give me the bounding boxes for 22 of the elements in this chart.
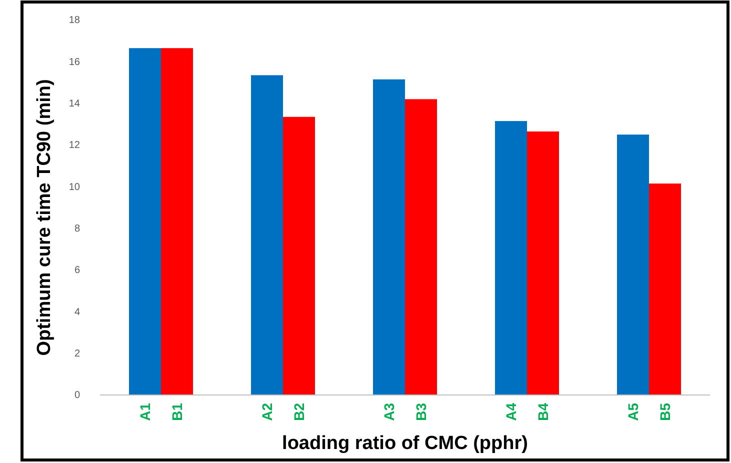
x-tick-label: A1 xyxy=(137,402,153,421)
y-tick-label: 10 xyxy=(68,182,80,193)
x-axis-title: loading ratio of CMC (pphr) xyxy=(282,433,528,454)
x-tick-label: A2 xyxy=(259,402,275,421)
x-tick-label: B5 xyxy=(657,402,673,421)
x-tick-label: A4 xyxy=(503,402,519,421)
y-tick-label: 14 xyxy=(68,98,80,110)
y-tick-label: 0 xyxy=(74,390,80,402)
y-tick-label: 8 xyxy=(74,224,80,235)
y-tick-label: 18 xyxy=(68,15,80,26)
x-tick-label: B2 xyxy=(291,402,307,421)
x-tick-label: B3 xyxy=(413,402,429,421)
x-tick-label: B4 xyxy=(535,402,551,421)
y-tick-label: 4 xyxy=(74,306,80,318)
y-tick-label: 16 xyxy=(68,56,80,68)
x-tick-label: A3 xyxy=(381,402,397,421)
y-tick-label: 2 xyxy=(74,348,80,360)
x-tick-label: A5 xyxy=(625,402,641,421)
y-axis-title: Optimum cure time TC90 (min) xyxy=(34,79,55,356)
y-tick-label: 12 xyxy=(68,140,80,152)
x-tick-label: B1 xyxy=(169,402,185,421)
y-tick-label: 6 xyxy=(74,265,80,276)
